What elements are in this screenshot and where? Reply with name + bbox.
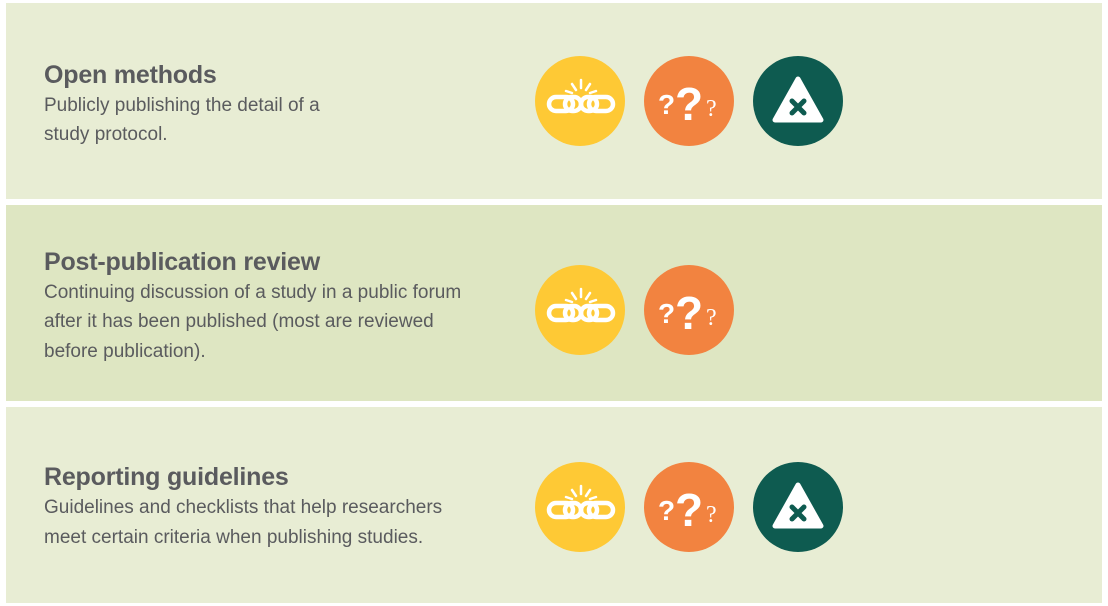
- svg-text:?: ?: [675, 78, 703, 130]
- item-description-line: Guidelines and checklists that help rese…: [44, 497, 443, 518]
- item-description-line: Continuing discussion of a study in a pu…: [44, 282, 462, 303]
- item-description-line: study protocol.: [44, 124, 168, 145]
- item-description-line: after it has been published (most are re…: [44, 311, 434, 332]
- warning-x-icon: [753, 462, 843, 552]
- item-description-line: meet certain criteria when publishing st…: [44, 527, 424, 548]
- broken-chain-icon: [535, 56, 625, 146]
- svg-text:?: ?: [675, 484, 703, 536]
- broken-chain-icon: [535, 265, 625, 355]
- item-title: Open methods: [44, 61, 217, 89]
- item-title: Reporting guidelines: [44, 463, 289, 491]
- question-marks-icon: ? ? ?: [644, 462, 734, 552]
- svg-text:?: ?: [658, 89, 675, 120]
- item-description-line: Publicly publishing the detail of a: [44, 95, 320, 116]
- question-marks-icon: ? ? ?: [644, 265, 734, 355]
- panel-open-methods: Open methods Publicly publishing the det…: [6, 3, 1102, 199]
- svg-text:?: ?: [675, 287, 703, 339]
- question-marks-icon: ? ? ?: [644, 56, 734, 146]
- item-description-line: before publication).: [44, 341, 206, 362]
- warning-x-icon: [753, 56, 843, 146]
- svg-text:?: ?: [658, 495, 675, 526]
- broken-chain-icon: [535, 462, 625, 552]
- svg-text:?: ?: [658, 298, 675, 329]
- panel-post-publication-review: Post-publication review Continuing discu…: [6, 205, 1102, 401]
- svg-text:?: ?: [706, 305, 717, 331]
- svg-text:?: ?: [706, 502, 717, 528]
- panel-reporting-guidelines: Reporting guidelines Guidelines and chec…: [6, 407, 1102, 603]
- svg-text:?: ?: [706, 96, 717, 122]
- item-title: Post-publication review: [44, 248, 321, 276]
